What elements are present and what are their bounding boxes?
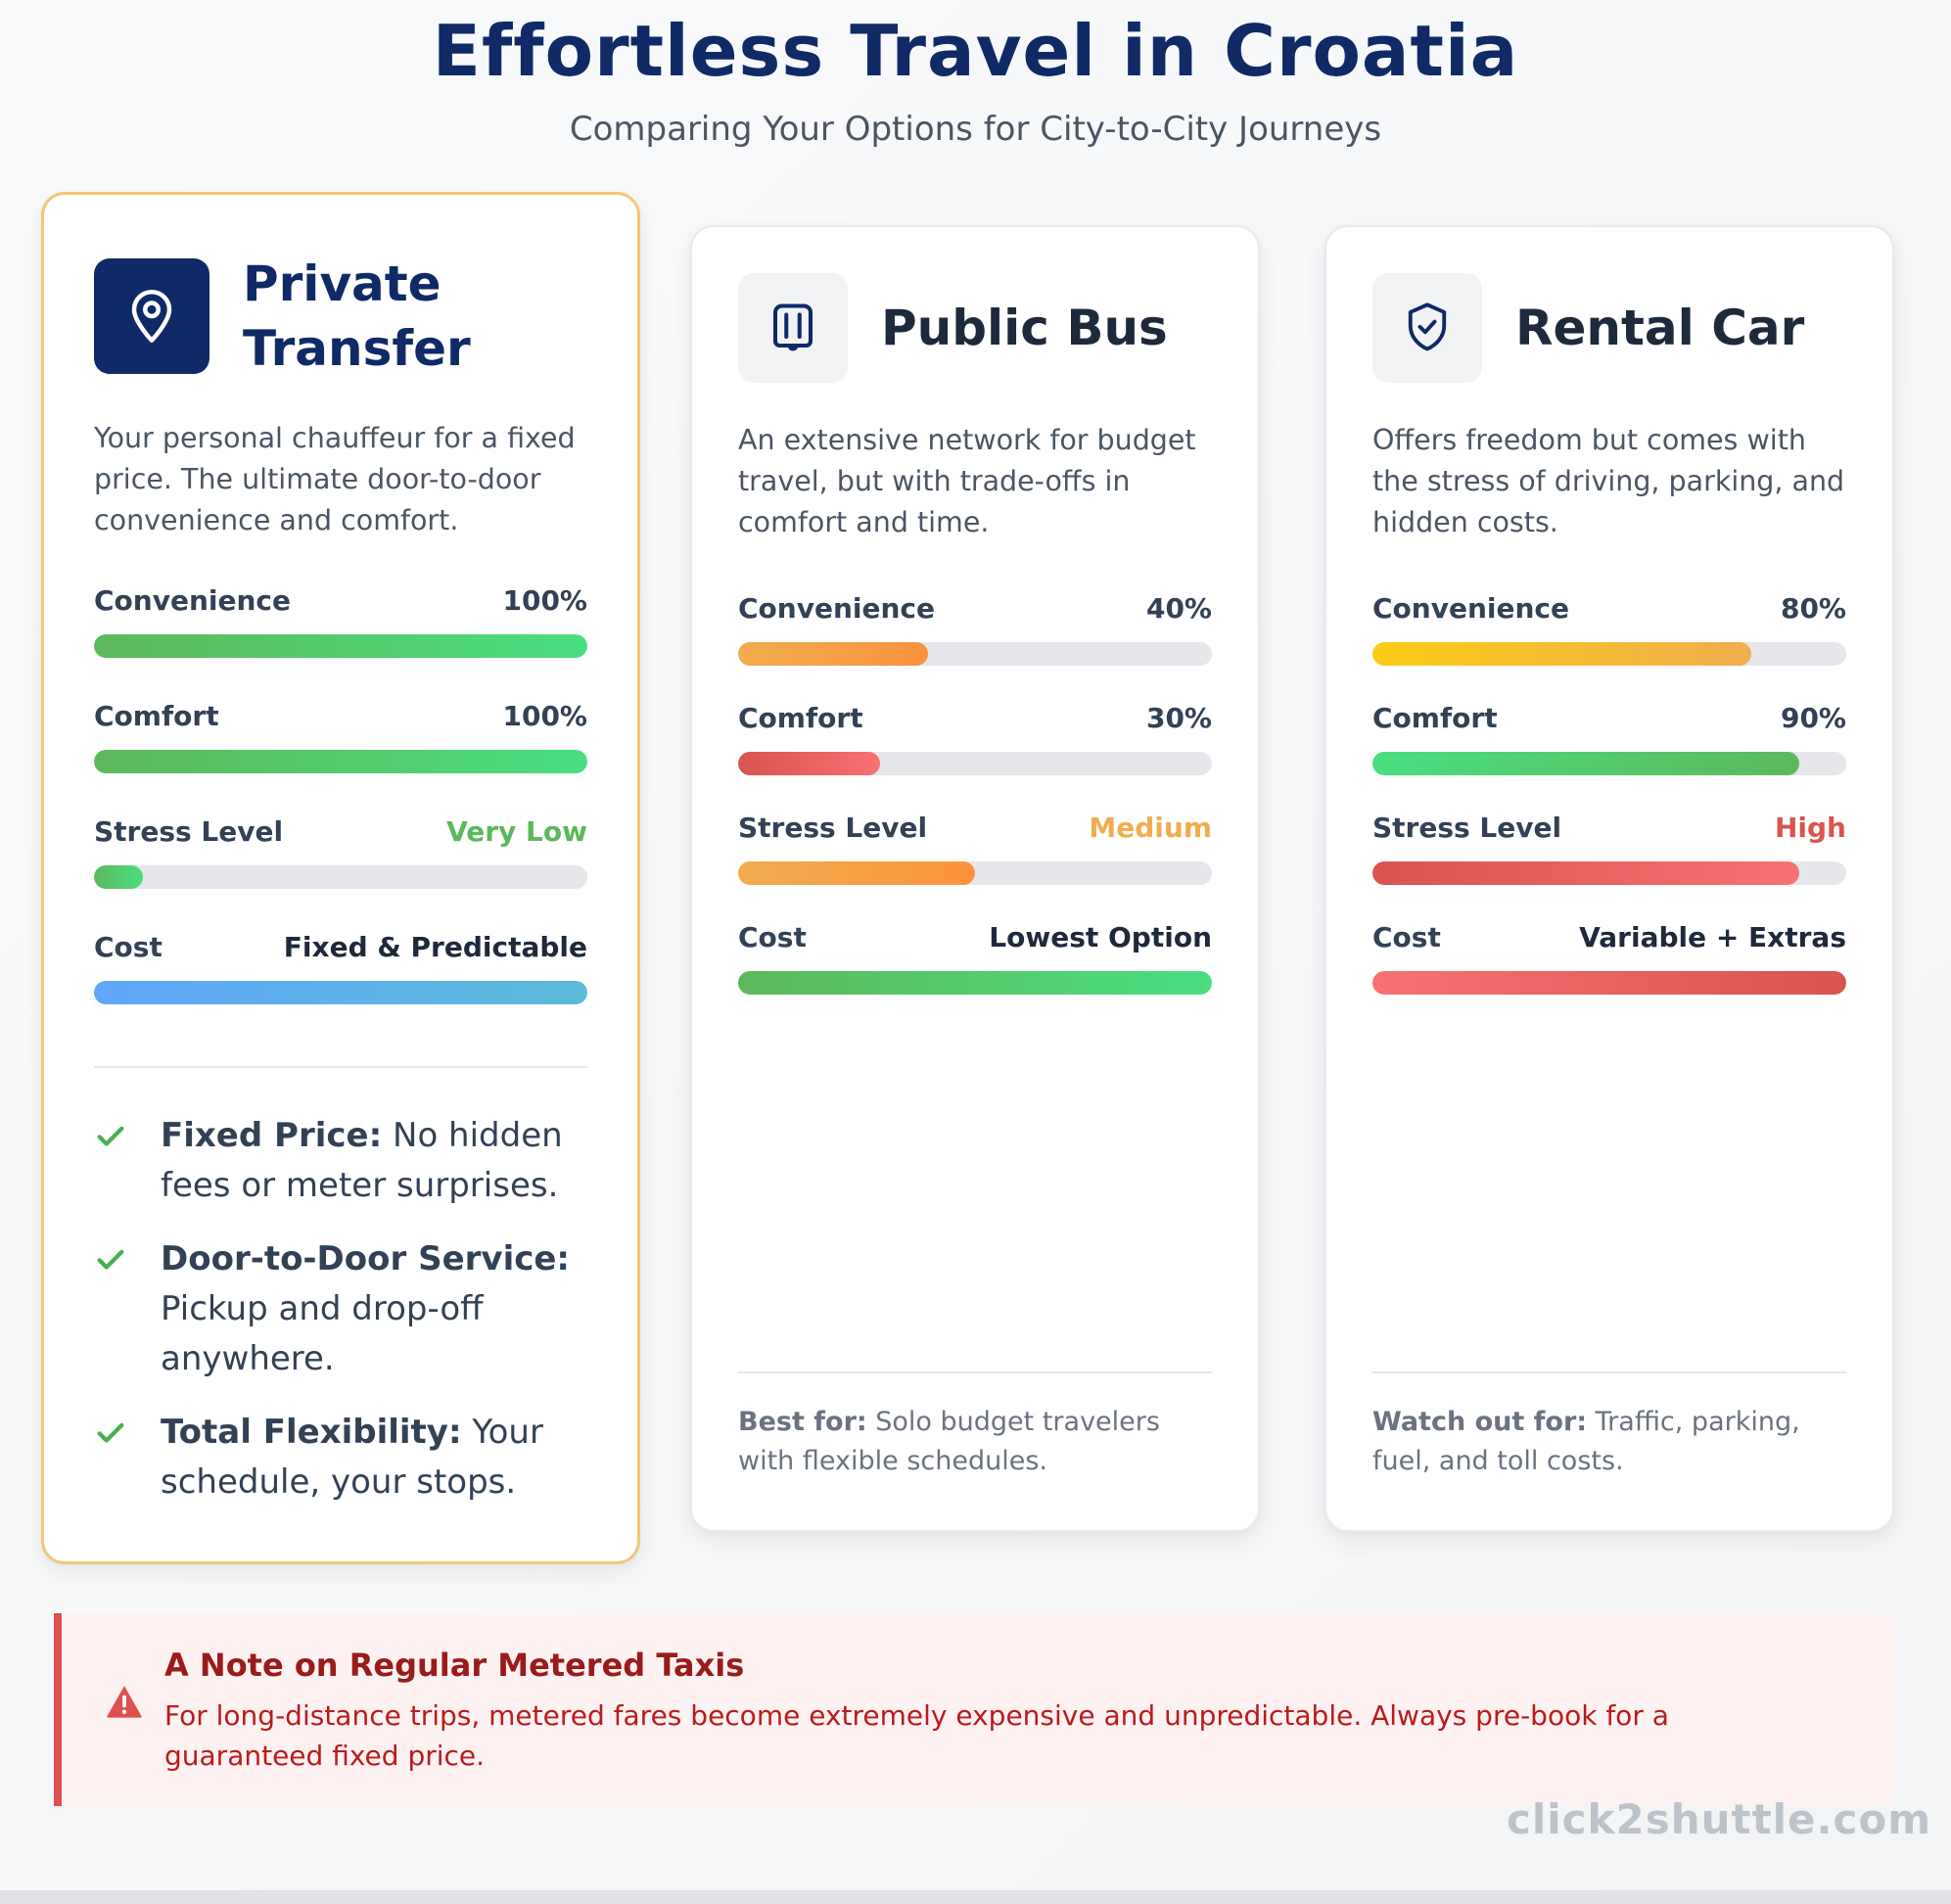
card-title: Rental Car bbox=[1515, 300, 1805, 356]
metric-cost: Cost Variable + Extras bbox=[1372, 921, 1846, 1031]
metric-convenience: Convenience 100% bbox=[94, 584, 587, 700]
progress-bar bbox=[94, 750, 587, 773]
note-text: For long-distance trips, metered fares b… bbox=[164, 1699, 1669, 1772]
card-header: Rental Car bbox=[1372, 273, 1846, 383]
metric-value: High bbox=[1774, 812, 1846, 844]
metric-value: 100% bbox=[502, 584, 587, 617]
footer-label: Watch out for: bbox=[1372, 1407, 1588, 1437]
metric-value: 30% bbox=[1145, 702, 1212, 734]
progress-bar bbox=[738, 642, 1212, 666]
card-description: Your personal chauffeur for a fixed pric… bbox=[94, 422, 576, 536]
metrics-list: Convenience 100% Comfort 100% Stress Level… bbox=[94, 584, 587, 1046]
check-icon bbox=[94, 1408, 161, 1508]
metric-label: Comfort bbox=[1372, 702, 1498, 734]
metrics-list: Convenience 80% Comfort 90% Stress Level Hi… bbox=[1372, 592, 1846, 1031]
metric-label: Stress Level bbox=[738, 812, 928, 844]
benefit-item: Fixed Price: No hidden fees or meter sur… bbox=[94, 1111, 587, 1211]
card-title-line2: Transfer bbox=[243, 320, 471, 377]
card-rental-car: Rental Car Offers freedom but comes with… bbox=[1324, 225, 1894, 1532]
metric-comfort: Comfort 30% bbox=[738, 702, 1212, 812]
card-title: Private Transfer bbox=[243, 252, 471, 381]
metric-cost: Cost Lowest Option bbox=[738, 921, 1212, 1031]
card-footer: Best for: Solo budget travelers with fle… bbox=[738, 1371, 1212, 1530]
metric-comfort: Comfort 100% bbox=[94, 700, 587, 815]
progress-bar bbox=[738, 971, 1212, 995]
metric-value: 80% bbox=[1780, 592, 1846, 625]
metric-value: Fixed & Predictable bbox=[283, 931, 587, 963]
metric-convenience: Convenience 40% bbox=[738, 592, 1212, 702]
check-icon bbox=[94, 1234, 161, 1384]
metric-value: Medium bbox=[1089, 812, 1212, 844]
card-header: Private Transfer bbox=[94, 252, 587, 381]
metric-stress-level: Stress Level Medium bbox=[738, 812, 1212, 921]
metric-value: 100% bbox=[502, 700, 587, 732]
check-icon bbox=[94, 1111, 161, 1211]
footer-text: Solo budget travelers with flexible sche… bbox=[738, 1407, 1160, 1476]
divider bbox=[738, 1371, 1212, 1373]
metric-convenience: Convenience 80% bbox=[1372, 592, 1846, 702]
benefit-title: Door-to-Door Service: bbox=[161, 1239, 571, 1278]
shield-check-icon bbox=[1372, 273, 1482, 383]
metric-label: Stress Level bbox=[1372, 812, 1562, 844]
metric-value: Very Low bbox=[446, 815, 587, 848]
benefit-title: Fixed Price: bbox=[161, 1116, 383, 1155]
metric-label: Convenience bbox=[1372, 592, 1570, 625]
benefit-title: Total Flexibility: bbox=[161, 1413, 462, 1452]
progress-bar bbox=[94, 981, 587, 1004]
card-description: Offers freedom but comes with the stress… bbox=[1372, 424, 1845, 538]
progress-bar bbox=[738, 752, 1212, 775]
metric-stress-level: Stress Level Very Low bbox=[94, 815, 587, 931]
benefit-text: No hidden fees or meter surprises. bbox=[161, 1116, 563, 1205]
progress-bar bbox=[738, 861, 1212, 885]
card-title-line1: Private bbox=[243, 255, 441, 312]
progress-bar bbox=[1372, 752, 1846, 775]
metric-label: Comfort bbox=[94, 700, 219, 732]
footer-text: Traffic, parking, fuel, and toll costs. bbox=[1372, 1407, 1800, 1476]
divider bbox=[1372, 1371, 1846, 1373]
card-header: Public Bus bbox=[738, 273, 1212, 383]
metric-stress-level: Stress Level High bbox=[1372, 812, 1846, 921]
card-description: An extensive network for budget travel, … bbox=[738, 424, 1196, 538]
metric-comfort: Comfort 90% bbox=[1372, 702, 1846, 812]
progress-bar bbox=[94, 634, 587, 658]
taxi-warning-note: A Note on Regular Metered Taxis For long… bbox=[54, 1613, 1894, 1806]
card-private-transfer: Private Transfer Your personal chauffeur… bbox=[41, 192, 640, 1564]
metric-cost: Cost Fixed & Predictable bbox=[94, 931, 587, 1046]
benefits-list: Fixed Price: No hidden fees or meter sur… bbox=[94, 1111, 587, 1508]
benefit-text: Pickup and drop-off anywhere. bbox=[161, 1289, 484, 1378]
metric-value: Variable + Extras bbox=[1579, 921, 1846, 953]
bottom-edge bbox=[0, 1890, 1951, 1904]
progress-bar bbox=[1372, 971, 1846, 995]
divider bbox=[94, 1066, 587, 1068]
page-subtitle: Comparing Your Options for City-to-City … bbox=[569, 110, 1382, 149]
note-title: A Note on Regular Metered Taxis bbox=[164, 1647, 745, 1684]
benefit-item: Door-to-Door Service: Pickup and drop-of… bbox=[94, 1234, 587, 1384]
watermark: click2shuttle.com bbox=[1506, 1795, 1931, 1843]
card-footer: Watch out for: Traffic, parking, fuel, a… bbox=[1372, 1371, 1846, 1530]
metric-value: Lowest Option bbox=[989, 921, 1212, 953]
map-pin-icon bbox=[94, 258, 209, 374]
warning-icon bbox=[106, 1684, 143, 1723]
metric-label: Convenience bbox=[94, 584, 292, 617]
page-title: Effortless Travel in Croatia bbox=[432, 10, 1519, 92]
metric-label: Comfort bbox=[738, 702, 863, 734]
progress-bar bbox=[1372, 642, 1846, 666]
bus-icon bbox=[738, 273, 848, 383]
metric-value: 40% bbox=[1145, 592, 1212, 625]
progress-bar bbox=[94, 865, 587, 889]
metric-value: 90% bbox=[1780, 702, 1846, 734]
metric-label: Cost bbox=[1372, 921, 1441, 953]
metric-label: Cost bbox=[738, 921, 807, 953]
benefit-item: Total Flexibility: Your schedule, your s… bbox=[94, 1408, 587, 1508]
benefit-text: Your schedule, your stops. bbox=[161, 1413, 543, 1502]
progress-bar bbox=[1372, 861, 1846, 885]
card-public-bus: Public Bus An extensive network for budg… bbox=[690, 225, 1260, 1532]
card-title: Public Bus bbox=[881, 300, 1168, 356]
footer-label: Best for: bbox=[738, 1407, 867, 1437]
metric-label: Cost bbox=[94, 931, 163, 963]
metrics-list: Convenience 40% Comfort 30% Stress Level Me… bbox=[738, 592, 1212, 1031]
metric-label: Stress Level bbox=[94, 815, 284, 848]
metric-label: Convenience bbox=[738, 592, 936, 625]
